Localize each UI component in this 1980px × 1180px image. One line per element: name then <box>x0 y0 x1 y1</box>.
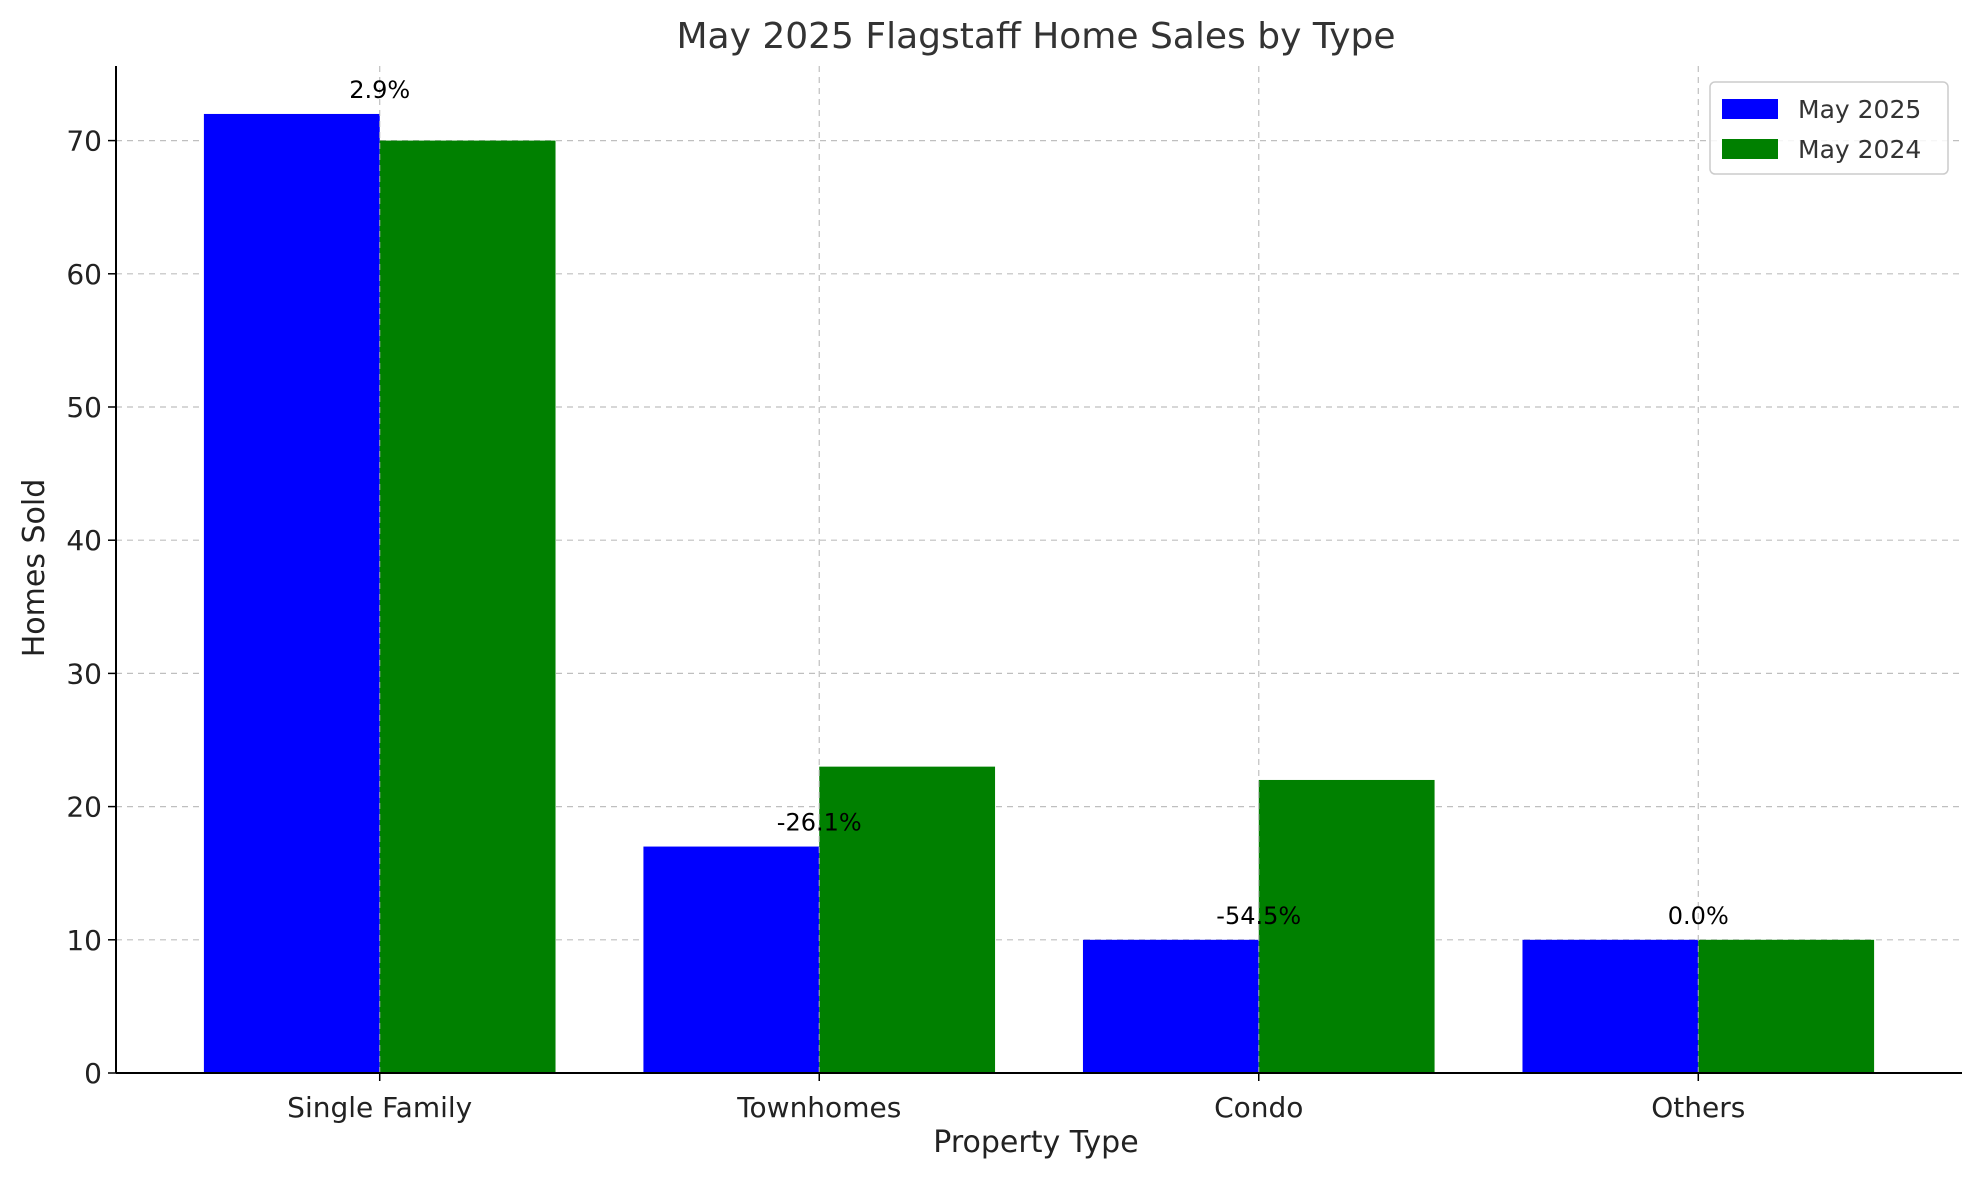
bar-may-2025 <box>1082 939 1259 1073</box>
data-labels-layer: 2.9% -26.1% -54.5% 0.0% <box>349 76 1729 930</box>
data-label: 2.9% <box>349 76 410 104</box>
y-tick-label: 0 <box>84 1057 102 1090</box>
x-tick-label: Condo <box>1214 1091 1303 1124</box>
y-tick-label: 20 <box>66 791 102 824</box>
y-tick-label: 40 <box>66 524 102 557</box>
ticks-layer: 0 10 20 30 40 50 60 70 Single Family Townhomes Con… <box>66 125 1745 1124</box>
axes-layer <box>115 66 1962 1074</box>
x-axis-label: Property Type <box>933 1125 1138 1160</box>
bar-may-2025 <box>643 846 820 1073</box>
x-tick-label: Townhomes <box>736 1091 901 1124</box>
x-tick-label: Single Family <box>287 1091 472 1124</box>
y-tick-label: 30 <box>66 657 102 690</box>
vertical-grid-layer <box>379 66 1699 1073</box>
y-axis-label: Homes Sold <box>17 479 52 658</box>
bar-may-2025 <box>1522 939 1699 1073</box>
legend-swatch <box>1722 139 1778 159</box>
x-tick-label: Others <box>1651 1091 1745 1124</box>
legend: May 2025 May 2024 <box>1709 81 1949 175</box>
bar-may-2024 <box>1698 939 1875 1073</box>
bars-layer <box>203 113 1875 1073</box>
bar-may-2025 <box>203 113 380 1073</box>
bar-may-2024 <box>379 140 556 1073</box>
data-label: 0.0% <box>1668 902 1729 930</box>
bar-may-2024 <box>1258 779 1435 1073</box>
y-tick-label: 50 <box>66 391 102 424</box>
y-tick-label: 10 <box>66 924 102 957</box>
bar-may-2024 <box>819 766 996 1073</box>
chart-title: May 2025 Flagstaff Home Sales by Type <box>676 16 1395 57</box>
legend-label: May 2025 <box>1798 95 1921 124</box>
data-label: -26.1% <box>777 809 862 837</box>
y-tick-label: 60 <box>66 258 102 291</box>
legend-swatch <box>1722 99 1778 119</box>
y-tick-label: 70 <box>66 125 102 158</box>
data-label: -54.5% <box>1216 902 1301 930</box>
legend-label: May 2024 <box>1798 135 1921 164</box>
